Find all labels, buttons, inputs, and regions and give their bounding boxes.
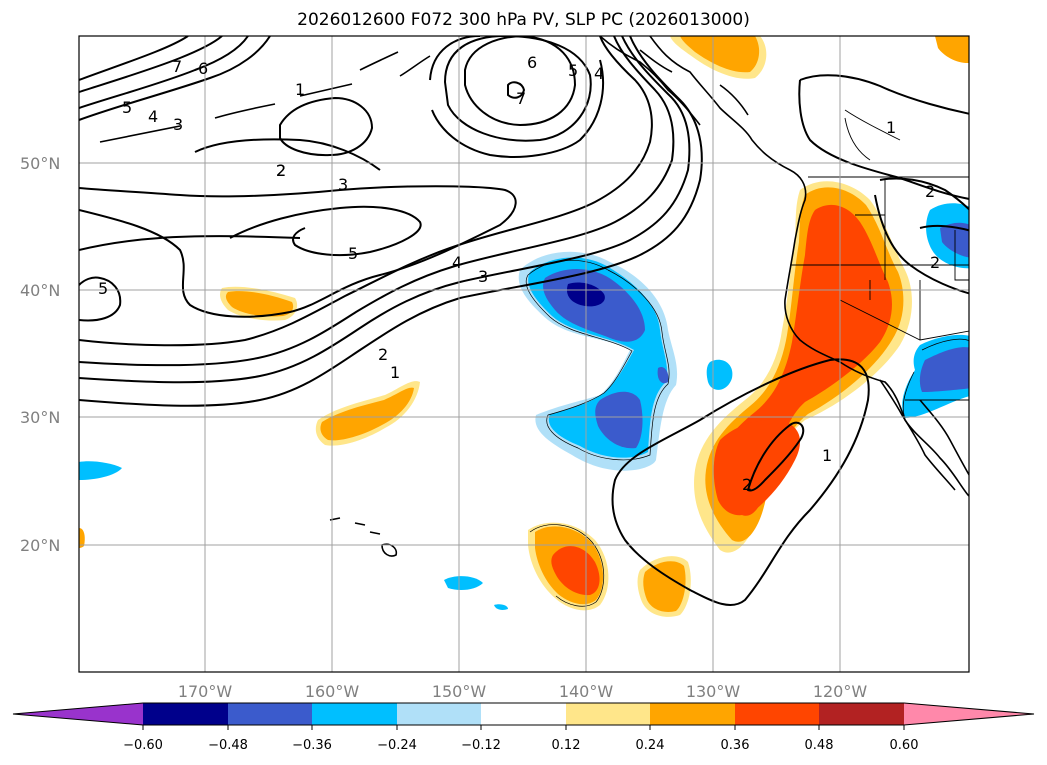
colorbar-tick-label: −0.24 [377,738,417,753]
colorbar-swatch [819,703,904,725]
lat-label: 40°N [20,281,60,300]
svg-text:5: 5 [122,98,132,117]
svg-text:2: 2 [742,475,752,494]
colorbar-swatch [397,703,481,725]
colorbar-swatch [481,703,566,725]
colorbar-tick-label: 0.60 [890,738,919,753]
svg-text:6: 6 [198,59,208,78]
lon-label: 160°W [305,682,360,701]
svg-text:3: 3 [338,175,348,194]
coastlines [99,36,969,557]
colorbar-tick-label: 0.24 [636,738,665,753]
svg-text:4: 4 [452,253,462,272]
colorbar-extend-low [13,703,143,725]
colorbar-swatch [735,703,819,725]
colorbar-swatch [228,703,312,725]
lon-label: 150°W [432,682,487,701]
plot-frame [78,35,970,673]
svg-text:6: 6 [527,53,537,72]
svg-text:5: 5 [98,279,108,298]
pv-positive-anomalies [79,36,969,617]
colorbar: −0.60 −0.48 −0.36 −0.24 −0.12 0.12 0.24 … [12,702,1035,753]
colorbar-swatch [650,703,735,725]
latitude-labels: 50°N 40°N 30°N 20°N [20,154,60,555]
svg-text:1: 1 [822,446,832,465]
lat-label: 30°N [20,408,60,427]
colorbar-extend-high [904,703,1034,725]
colorbar-tick-label: 0.12 [552,738,581,753]
svg-text:2: 2 [930,253,940,272]
svg-text:3: 3 [478,267,488,286]
svg-text:4: 4 [594,64,604,83]
colorbar-swatch [143,703,228,725]
slp-contours [79,36,969,606]
lon-label: 120°W [813,682,868,701]
slp-contour-labels: 7 6 5 4 3 2 1 6 5 4 7 2 3 5 5 4 3 2 1 1 … [98,53,940,494]
svg-text:2: 2 [378,345,388,364]
svg-text:5: 5 [568,61,578,80]
graticule [79,36,969,672]
colorbar-tick-label: 0.48 [805,738,834,753]
svg-text:1: 1 [886,118,896,137]
colorbar-tick-label: −0.48 [208,738,248,753]
svg-text:5: 5 [348,244,358,263]
svg-text:2: 2 [925,182,935,201]
colorbar-swatch [566,703,650,725]
aleutians [99,51,431,143]
colorbar-tick-label: −0.12 [461,738,501,753]
hawaii [329,517,398,557]
svg-text:7: 7 [516,89,526,108]
svg-text:3: 3 [173,115,183,134]
svg-text:2: 2 [276,161,286,180]
lat-label: 20°N [20,536,60,555]
lon-label: 140°W [559,682,614,701]
colorbar-tick-label: −0.60 [123,738,163,753]
gulf-of-california [919,399,969,477]
lon-label: 130°W [686,682,741,701]
colorbar-tick-label: 0.36 [721,738,750,753]
baja-coast [879,379,956,491]
svg-text:7: 7 [172,57,182,76]
svg-text:2: 2 [276,161,286,180]
colorbar-swatch [312,703,397,725]
map-plot-area: 7 6 5 4 3 2 1 6 5 4 7 2 3 5 5 4 3 2 1 1 … [79,36,969,672]
svg-text:1: 1 [295,80,305,99]
pv-negative-anomalies [79,203,969,610]
colorbar-tick-label: −0.36 [292,738,332,753]
svg-text:1: 1 [390,363,400,382]
slp-contour-1 [79,36,703,407]
svg-text:4: 4 [148,107,158,126]
longitude-labels: 170°W 160°W 150°W 140°W 130°W 120°W [178,682,868,701]
map-title: 2026012600 F072 300 hPa PV, SLP PC (2026… [297,10,750,30]
lon-label: 170°W [178,682,233,701]
lat-label: 50°N [20,154,60,173]
